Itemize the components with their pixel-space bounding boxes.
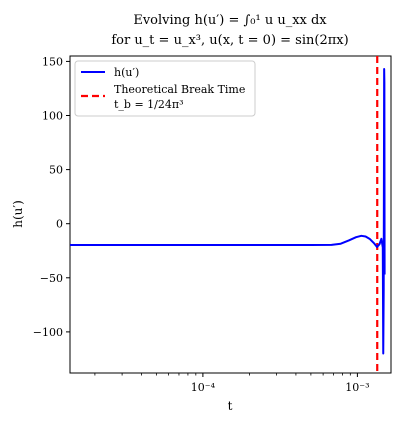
y-tick-label: 0 bbox=[56, 218, 63, 231]
chart-title-line1: Evolving h(u′) = ∫₀¹ u u_xx dx bbox=[133, 13, 327, 28]
x-axis: 10⁻⁴ 10⁻³ bbox=[94, 373, 370, 394]
y-tick-label: −100 bbox=[33, 326, 63, 339]
legend-label-h: h(u′) bbox=[114, 66, 139, 79]
legend-box bbox=[74, 60, 256, 117]
legend: h(u′) Theoretical Break Time t_b = 1/24π… bbox=[74, 60, 256, 117]
plot-frame bbox=[69, 55, 392, 374]
legend-label-break-time: Theoretical Break Time bbox=[114, 83, 245, 96]
y-tick-label: 100 bbox=[42, 110, 63, 123]
chart-title-line2: for u_t = u_x³, u(x, t = 0) = sin(2πx) bbox=[111, 33, 348, 48]
x-tick-label: 10⁻⁴ bbox=[191, 381, 216, 394]
y-tick-label: 50 bbox=[49, 164, 63, 177]
x-axis-label: t bbox=[228, 399, 233, 413]
series-h-line bbox=[70, 67, 386, 355]
y-tick-label: −50 bbox=[40, 272, 63, 285]
y-axis: 150 100 50 0 −50 −100 bbox=[33, 55, 70, 339]
x-tick-label: 10⁻³ bbox=[345, 381, 369, 394]
legend-label-break-time-formula: t_b = 1/24π³ bbox=[114, 98, 184, 111]
y-tick-label: 150 bbox=[42, 55, 63, 68]
y-axis-label: h(u′) bbox=[11, 200, 25, 228]
